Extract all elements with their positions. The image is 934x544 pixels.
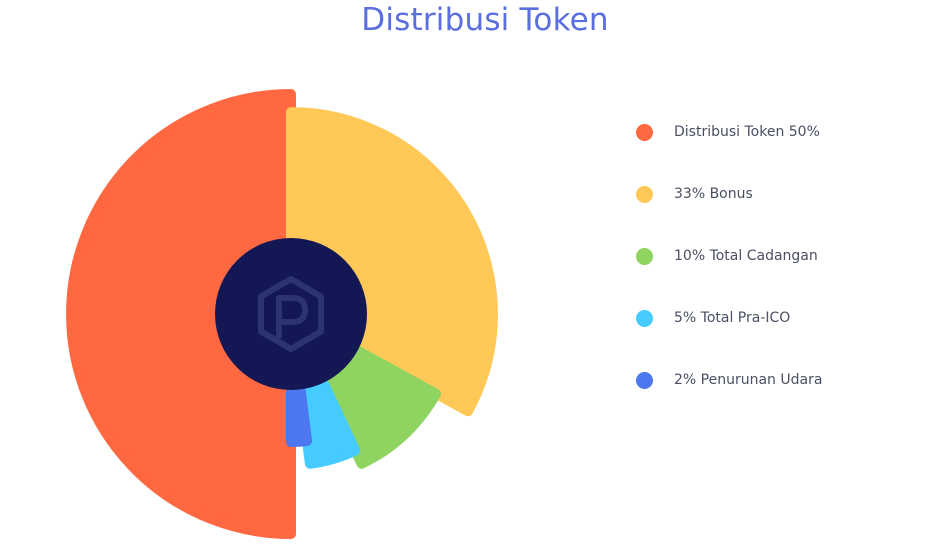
legend-label: 2% Penurunan Udara [674,372,823,388]
chart-legend: Distribusi Token 50% 33% Bonus 10% Total… [636,118,926,428]
legend-item[interactable]: Distribusi Token 50% [636,118,926,180]
pie-slice[interactable] [286,382,313,447]
legend-dot-icon [636,124,653,141]
legend-dot-icon [636,248,653,265]
legend-label: 10% Total Cadangan [674,248,818,264]
legend-label: 33% Bonus [674,186,753,202]
chart-title: Distribusi Token [361,2,609,38]
token-distribution-chart [66,89,498,539]
legend-dot-icon [636,310,653,327]
legend-dot-icon [636,186,653,203]
hexagon-p-logo-icon [258,276,324,352]
legend-item[interactable]: 2% Penurunan Udara [636,366,926,428]
legend-item[interactable]: 10% Total Cadangan [636,242,926,304]
center-disc [215,238,367,390]
legend-item[interactable]: 33% Bonus [636,180,926,242]
legend-item[interactable]: 5% Total Pra-ICO [636,304,926,366]
legend-dot-icon [636,372,653,389]
legend-label: Distribusi Token 50% [674,124,820,140]
legend-label: 5% Total Pra-ICO [674,310,791,326]
